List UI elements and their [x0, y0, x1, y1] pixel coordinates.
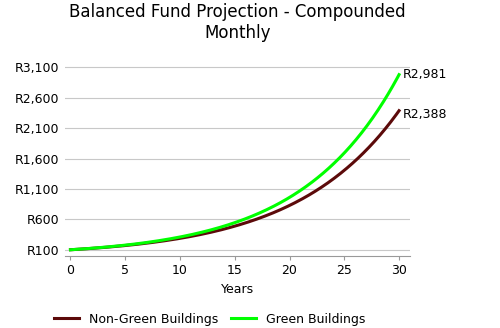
Non-Green Buildings [266, 213, 272, 217]
Non-Green Buildings [273, 210, 279, 214]
Green Buildings [396, 73, 402, 77]
Green Buildings [356, 134, 362, 138]
Non-Green Buildings [128, 243, 134, 247]
Title: Balanced Fund Projection - Compounded
Monthly: Balanced Fund Projection - Compounded Mo… [69, 3, 406, 42]
Non-Green Buildings [76, 247, 82, 251]
Green Buildings [254, 212, 260, 216]
Line: Green Buildings: Green Buildings [70, 75, 399, 250]
Text: R2,981: R2,981 [402, 68, 446, 81]
Line: Non-Green Buildings: Non-Green Buildings [70, 111, 399, 250]
Non-Green Buildings [356, 155, 362, 159]
X-axis label: Years: Years [221, 283, 254, 296]
Green Buildings [266, 207, 272, 211]
Text: R2,388: R2,388 [402, 108, 447, 121]
Green Buildings [76, 247, 82, 251]
Non-Green Buildings [396, 109, 402, 113]
Green Buildings [273, 203, 279, 207]
Green Buildings [128, 242, 134, 246]
Green Buildings [68, 248, 73, 252]
Legend: Non-Green Buildings, Green Buildings: Non-Green Buildings, Green Buildings [50, 308, 370, 328]
Non-Green Buildings [254, 217, 260, 221]
Non-Green Buildings [68, 248, 73, 252]
